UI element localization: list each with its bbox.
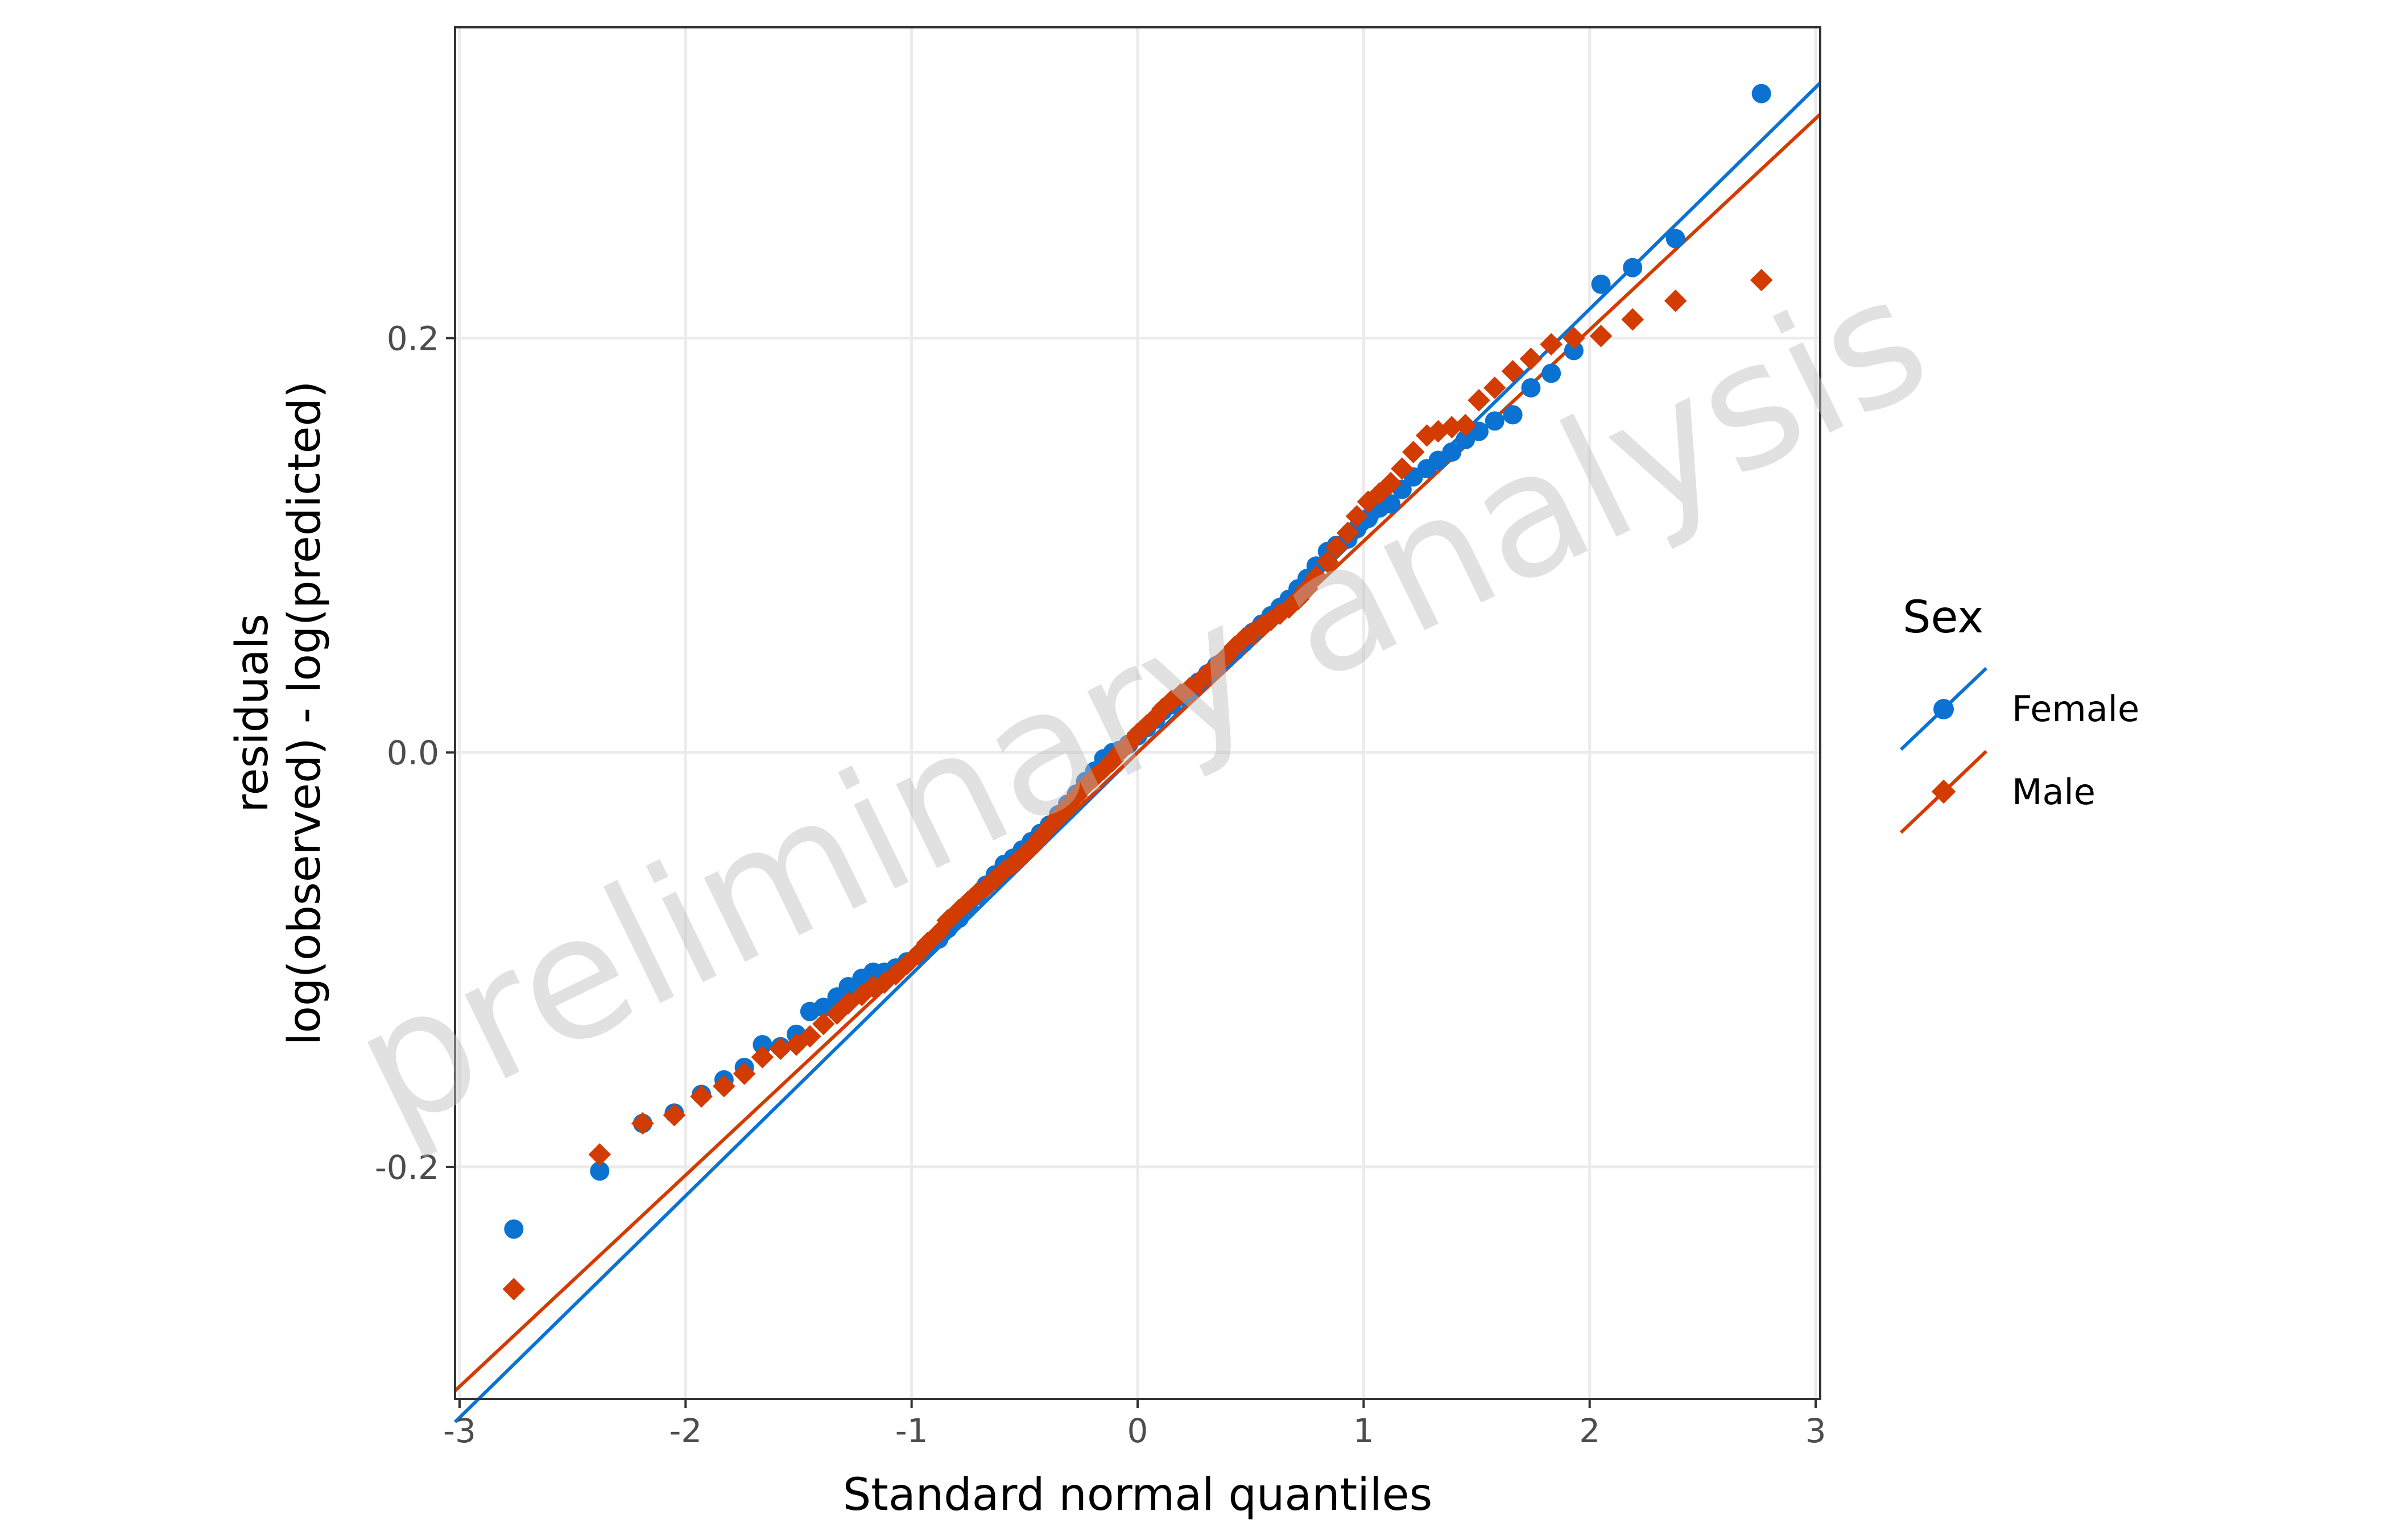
female-point (1665, 229, 1685, 249)
male-point (663, 1104, 686, 1127)
female-point (504, 1219, 524, 1239)
legend-label-male: Male (2012, 771, 2095, 813)
male-point (812, 1012, 835, 1036)
male-point (1305, 565, 1328, 588)
male-point (1379, 471, 1402, 495)
female-point (1751, 84, 1771, 104)
legend-key-female (1899, 666, 1988, 751)
female-point (1623, 258, 1643, 278)
x-tick-label: -1 (895, 1411, 928, 1450)
male-point (713, 1075, 735, 1098)
female-point (1521, 378, 1541, 398)
male-point (1563, 326, 1585, 350)
x-tick-label: 2 (1579, 1411, 1600, 1450)
female-point (1591, 274, 1611, 294)
male-point (588, 1143, 611, 1166)
male-point (1519, 347, 1543, 370)
male-point (631, 1112, 654, 1135)
male-point (1454, 413, 1477, 437)
reference-lines (453, 81, 1822, 1423)
male-point (1325, 536, 1348, 559)
male-point (1391, 457, 1413, 480)
female-point (1503, 405, 1523, 425)
male-point (733, 1062, 756, 1085)
x-tick-label: 0 (1127, 1411, 1148, 1450)
legend-key-male (1899, 750, 1988, 834)
female-point (1541, 363, 1561, 383)
male-point (1440, 416, 1464, 438)
male-point (1750, 268, 1773, 292)
grid-layer (455, 27, 1820, 1399)
legend-title: Sex (1903, 592, 1983, 643)
male-point (1589, 325, 1613, 347)
male-point (1540, 333, 1563, 356)
y-axis-title-line-2: log(observed) - log(predicted) (279, 381, 330, 1046)
axis-ticks: -3 -2 -1 0 1 2 3 -0.2 0.0 0.2 (375, 320, 1826, 1450)
y-tick-label: -0.2 (375, 1148, 439, 1187)
x-tick-label: 3 (1805, 1411, 1826, 1450)
male-point (502, 1278, 526, 1301)
female-point (1564, 341, 1584, 361)
y-axis-title-line-1: residuals (227, 614, 278, 813)
female-point (1442, 442, 1462, 462)
male-point (1501, 360, 1524, 383)
male-point (1468, 389, 1490, 412)
x-tick-label: 1 (1353, 1411, 1374, 1450)
male-point (751, 1046, 774, 1069)
x-axis-title: Standard normal quantiles (843, 1469, 1432, 1521)
male-qq-line (453, 113, 1822, 1392)
y-axis-title: residuals log(observed) - log(predicted) (227, 381, 330, 1046)
male-point (1316, 550, 1339, 573)
male-point (1483, 376, 1506, 399)
x-tick-label: -2 (669, 1411, 702, 1450)
male-point (1621, 308, 1644, 331)
legend-label-female: Female (2012, 688, 2139, 730)
y-tick-label: 0.2 (387, 320, 439, 358)
male-point (1345, 505, 1369, 528)
male-point (769, 1037, 792, 1061)
data-points (502, 84, 1773, 1301)
male-point (1336, 521, 1359, 544)
female-point (753, 1034, 772, 1054)
male-point (690, 1085, 713, 1108)
female-point (1485, 411, 1505, 431)
male-point (1402, 441, 1425, 463)
y-tick-label: 0.0 (387, 734, 439, 772)
male-point (799, 1025, 821, 1048)
legend: Sex Female Male (1899, 592, 2139, 834)
legend-male-marker (1931, 779, 1956, 804)
female-point (590, 1161, 610, 1181)
x-tick-label: -3 (443, 1411, 476, 1450)
legend-female-marker (1933, 699, 1954, 719)
female-point (1381, 494, 1401, 514)
male-point (1664, 289, 1687, 312)
